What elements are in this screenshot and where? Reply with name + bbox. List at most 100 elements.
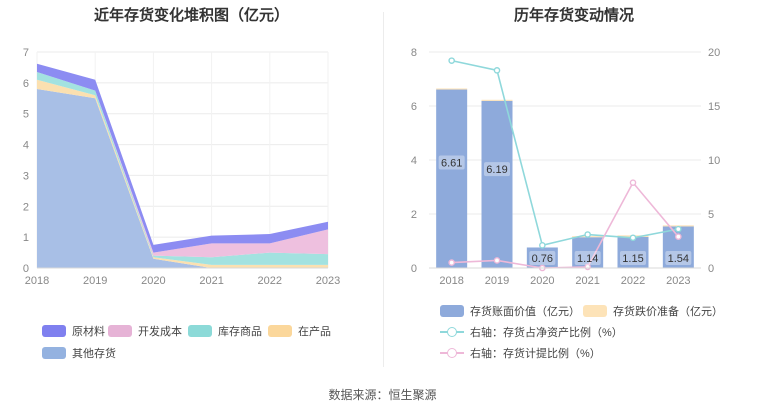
y-tick-label: 3 <box>23 170 29 182</box>
point-provision <box>675 233 682 240</box>
right-chart-title: 历年存货变动情况 <box>513 7 634 24</box>
bar-label-bg <box>665 251 692 265</box>
legend-swatch-provision-line <box>440 347 464 359</box>
bar-book-value <box>436 89 468 268</box>
y2-tick-label: 0 <box>708 263 714 275</box>
legend-label-other: 其他存货 <box>72 348 116 360</box>
right-legend: 存货账面价值（亿元） 存货跌价准备（亿元） 右轴：存货占净资产比例（%） 右轴：… <box>383 0 765 385</box>
point-ratio <box>493 67 501 74</box>
x-tick-label: 2019 <box>83 275 107 287</box>
y-tick-label: 1 <box>23 232 29 244</box>
bar-book-value <box>481 100 513 269</box>
legend-wip[interactable]: 在产品 <box>268 323 331 339</box>
area-series-4 <box>37 63 328 253</box>
y2-tick-label: 20 <box>708 47 720 59</box>
y2-tick-label: 10 <box>708 155 720 167</box>
y-tick-label: 0 <box>411 263 417 275</box>
x-tick-label: 2020 <box>141 275 165 287</box>
line-provision <box>451 181 679 269</box>
legend-label-ratio-line: 右轴：存货占净资产比例（%） <box>470 327 623 339</box>
y2-tick-label: 15 <box>708 101 720 113</box>
legend-label-impairment: 存货跌价准备（亿元） <box>613 306 723 318</box>
y-tick-label: 4 <box>411 155 417 167</box>
legend-label-book-value: 存货账面价值（亿元） <box>470 306 580 318</box>
x-tick-label: 2021 <box>199 275 223 287</box>
legend-label-raw-materials: 原材料 <box>72 326 105 338</box>
legend-swatch-finished-goods <box>188 325 212 337</box>
point-provision <box>629 179 637 186</box>
bar-book-value <box>617 236 649 268</box>
panel-divider <box>383 12 384 367</box>
point-ratio <box>584 231 591 238</box>
legend-impairment[interactable]: 存货跌价准备（亿元） <box>583 303 723 319</box>
left-chart-title: 近年存货变化堆积图（亿元） <box>93 7 289 24</box>
stacked-area-panel: 近年存货变化堆积图（亿元） 0 1 2 3 4 5 6 7 2018 2019 2020 2021 20… <box>0 0 383 385</box>
x-tick-label: 2018 <box>25 275 49 287</box>
bar-impairment <box>481 99 513 101</box>
legend-swatch-raw-materials <box>42 325 66 337</box>
y-tick-label: 2 <box>23 201 29 213</box>
x-tick-label: 2022 <box>258 275 282 287</box>
x-tick-label: 2020 <box>530 275 554 287</box>
y2-tick-label: 5 <box>708 209 714 221</box>
legend-book-value[interactable]: 存货账面价值（亿元） <box>440 303 580 319</box>
point-provision <box>493 257 501 264</box>
y-tick-label: 8 <box>411 47 417 59</box>
bar-value-label: 1.54 <box>668 253 689 265</box>
legend-finished-goods[interactable]: 库存商品 <box>188 323 262 339</box>
legend-provision-line[interactable]: 右轴：存货计提比例（%） <box>440 345 601 361</box>
legend-label-finished-goods: 库存商品 <box>218 326 262 338</box>
line-ratio <box>451 59 679 247</box>
point-ratio <box>448 57 455 64</box>
legend-label-provision-line: 右轴：存货计提比例（%） <box>470 348 601 360</box>
y-tick-label: 2 <box>411 209 417 221</box>
legend-label-dev-cost: 开发成本 <box>138 326 182 338</box>
point-provision <box>448 259 455 266</box>
legend-swatch-book-value <box>440 305 464 317</box>
bar-book-value <box>526 247 558 268</box>
bar-value-label: 1.14 <box>577 253 598 265</box>
legend-swatch-impairment <box>583 305 607 317</box>
bar-line-chart: 0 2 4 6 8 0 5 10 15 20 2018 2019 2020 2021 2022 2023 6.6… <box>411 47 720 287</box>
point-ratio <box>629 234 637 242</box>
inventory-change-panel: 历年存货变动情况 0 2 4 6 8 0 5 10 15 20 2018 2019 2020 2021 20… <box>383 0 765 385</box>
bar-label-bg <box>529 251 556 265</box>
bar-label-bg <box>484 162 510 177</box>
bar-book-value <box>662 226 694 268</box>
legend-swatch-other <box>42 347 66 359</box>
point-ratio <box>539 242 546 249</box>
x-tick-label: 2019 <box>485 275 509 287</box>
y-tick-label: 6 <box>23 78 29 90</box>
y-tick-label: 5 <box>23 109 29 121</box>
point-ratio <box>675 225 682 233</box>
y-tick-label: 4 <box>23 140 29 152</box>
legend-ratio-line[interactable]: 右轴：存货占净资产比例（%） <box>440 324 623 340</box>
bar-impairment <box>436 88 468 90</box>
legend-other[interactable]: 其他存货 <box>42 345 116 361</box>
legend-label-wip: 在产品 <box>298 326 331 338</box>
x-tick-label: 2022 <box>621 275 645 287</box>
legend-swatch-ratio-line <box>440 326 464 338</box>
bar-value-label: 1.15 <box>622 253 643 265</box>
data-source: 数据来源：恒生聚源 <box>328 388 437 402</box>
stacked-area-chart: 0 1 2 3 4 5 6 7 2018 2019 2020 2021 2022 2023 <box>23 47 340 287</box>
x-tick-label: 2018 <box>439 275 463 287</box>
area-series-3 <box>37 72 328 258</box>
bar-value-label: 6.19 <box>486 164 507 176</box>
legend-swatch-wip <box>268 325 292 337</box>
bar-book-value <box>572 237 604 268</box>
bar-label-bg <box>620 251 646 265</box>
x-tick-label: 2023 <box>666 275 690 287</box>
y-tick-label: 7 <box>23 47 29 59</box>
bar-value-label: 0.76 <box>532 253 553 265</box>
x-tick-label: 2023 <box>316 275 340 287</box>
legend-raw-materials[interactable]: 原材料 <box>42 323 105 339</box>
area-series-0 <box>37 89 328 269</box>
bar-label-bg <box>438 155 465 170</box>
bar-value-label: 6.61 <box>441 157 462 169</box>
bar-label-bg <box>574 251 601 265</box>
y-tick-label: 0 <box>23 263 29 275</box>
legend-swatch-dev-cost <box>108 325 132 337</box>
legend-dev-cost[interactable]: 开发成本 <box>108 323 182 339</box>
y-tick-label: 6 <box>411 101 417 113</box>
